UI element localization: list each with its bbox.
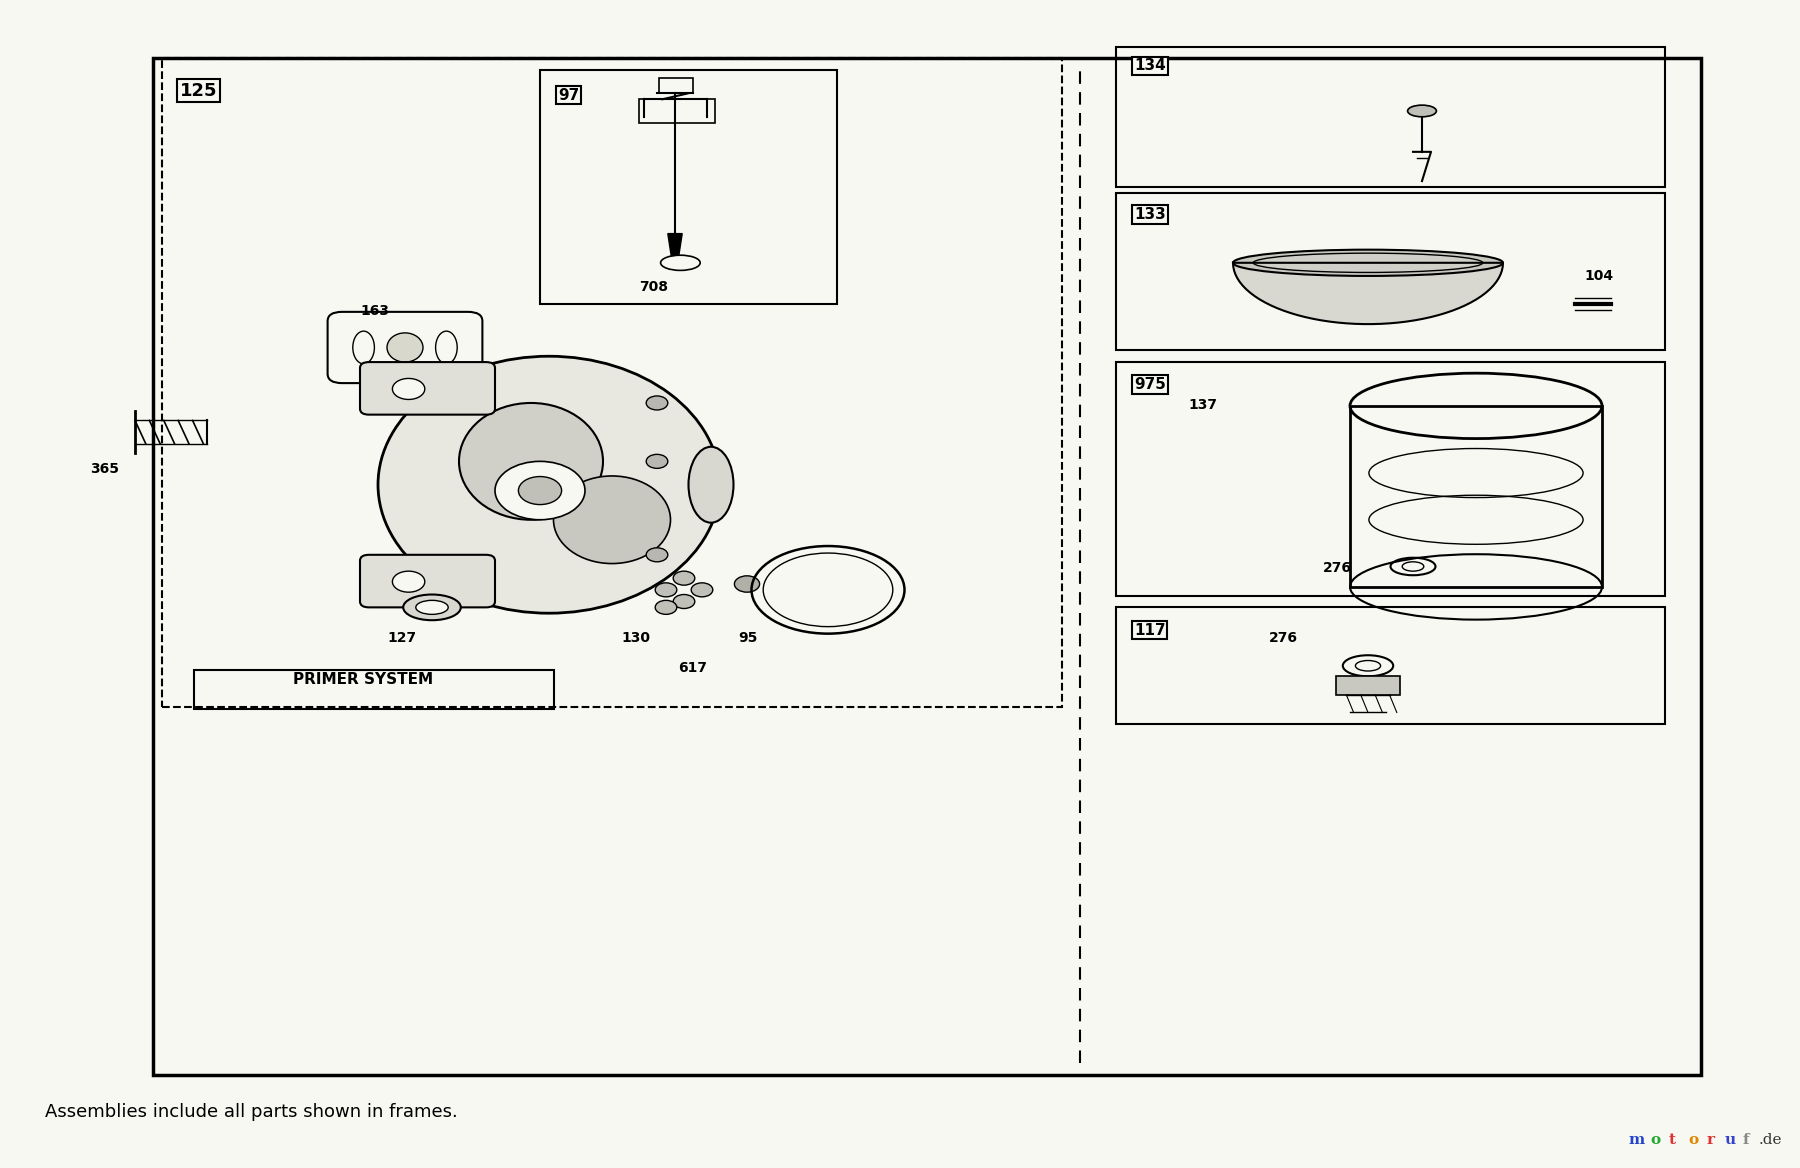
Text: 117: 117: [1134, 623, 1166, 638]
Circle shape: [655, 583, 677, 597]
Text: 365: 365: [90, 463, 119, 477]
Text: 137: 137: [1188, 398, 1217, 412]
Text: t: t: [1669, 1133, 1676, 1147]
Polygon shape: [1233, 263, 1503, 324]
Ellipse shape: [353, 332, 374, 364]
Text: 276: 276: [1323, 562, 1352, 576]
FancyBboxPatch shape: [360, 555, 495, 607]
FancyBboxPatch shape: [194, 670, 554, 709]
Ellipse shape: [1253, 253, 1483, 272]
Text: 95: 95: [738, 632, 758, 646]
Circle shape: [673, 571, 695, 585]
Text: 125: 125: [180, 82, 218, 99]
Text: 133: 133: [1134, 207, 1166, 222]
Text: 130: 130: [621, 632, 650, 646]
Ellipse shape: [459, 403, 603, 520]
Circle shape: [655, 600, 677, 614]
Circle shape: [392, 378, 425, 399]
Text: 127: 127: [387, 632, 416, 646]
Text: .de: .de: [1759, 1133, 1782, 1147]
Ellipse shape: [661, 256, 700, 271]
Text: r: r: [1706, 1133, 1714, 1147]
Text: m: m: [1629, 1133, 1645, 1147]
Circle shape: [646, 396, 668, 410]
Ellipse shape: [416, 600, 448, 614]
Ellipse shape: [1408, 105, 1436, 117]
FancyBboxPatch shape: [328, 312, 482, 383]
FancyBboxPatch shape: [360, 362, 495, 415]
Circle shape: [734, 576, 760, 592]
Text: f: f: [1742, 1133, 1750, 1147]
Circle shape: [673, 595, 695, 609]
FancyBboxPatch shape: [1336, 676, 1400, 695]
Ellipse shape: [1402, 562, 1424, 571]
Text: Assemblies include all parts shown in frames.: Assemblies include all parts shown in fr…: [45, 1104, 457, 1121]
Circle shape: [646, 454, 668, 468]
Ellipse shape: [1233, 250, 1503, 276]
Text: 276: 276: [1269, 632, 1298, 646]
Ellipse shape: [378, 356, 720, 613]
Text: o: o: [1688, 1133, 1699, 1147]
Circle shape: [495, 461, 585, 520]
Circle shape: [646, 548, 668, 562]
Ellipse shape: [554, 477, 670, 564]
Circle shape: [691, 583, 713, 597]
Ellipse shape: [387, 333, 423, 362]
Text: 617: 617: [679, 661, 707, 675]
Circle shape: [392, 571, 425, 592]
Text: u: u: [1724, 1133, 1735, 1147]
Polygon shape: [668, 234, 682, 269]
Text: PRIMER SYSTEM: PRIMER SYSTEM: [293, 673, 434, 687]
Text: 163: 163: [360, 305, 389, 319]
Text: 134: 134: [1134, 58, 1166, 74]
Text: 104: 104: [1584, 270, 1613, 284]
Text: 708: 708: [639, 280, 668, 294]
Text: 97: 97: [558, 88, 580, 103]
Circle shape: [518, 477, 562, 505]
FancyBboxPatch shape: [659, 78, 693, 93]
FancyBboxPatch shape: [639, 99, 715, 123]
Ellipse shape: [436, 332, 457, 364]
Text: 975: 975: [1134, 377, 1166, 392]
Text: o: o: [1651, 1133, 1661, 1147]
Ellipse shape: [688, 447, 734, 523]
Ellipse shape: [1355, 661, 1381, 670]
Ellipse shape: [403, 595, 461, 620]
